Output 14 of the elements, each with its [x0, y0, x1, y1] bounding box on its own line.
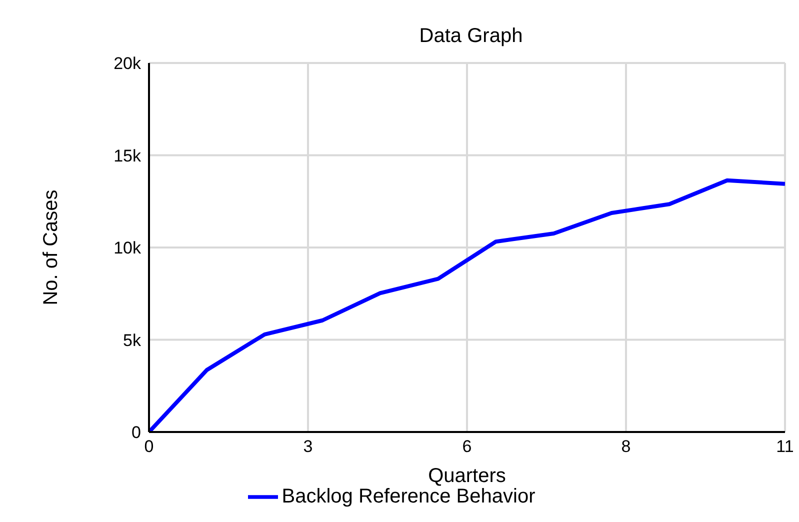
- y-tick-label: 10k: [114, 238, 142, 258]
- x-tick-label: 6: [462, 437, 472, 456]
- y-axis-title: No. of Cases: [40, 190, 62, 306]
- chart-title: Data Graph: [418, 25, 524, 48]
- y-tick-label: 20k: [114, 54, 142, 74]
- y-tick-label: 5k: [123, 330, 142, 350]
- x-tick-label: 8: [621, 437, 631, 456]
- x-tick-label: 0: [144, 437, 154, 456]
- y-tick-label: 15k: [114, 146, 142, 166]
- legend-label: Backlog Reference Behavior: [282, 485, 536, 508]
- x-tick-label: 3: [303, 437, 313, 456]
- x-tick-label: 11: [776, 437, 794, 456]
- y-tick-label: 0: [132, 423, 141, 442]
- x-axis-title: Quarters: [428, 465, 506, 487]
